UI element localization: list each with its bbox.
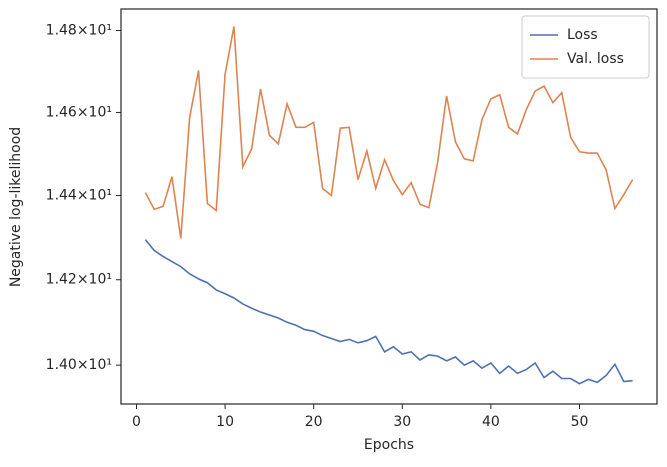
x-tick-label: 0 (132, 414, 141, 430)
line-series (144, 239, 633, 385)
y-axis-label: Negative log-likelihood (8, 127, 24, 287)
plot-frame (120, 8, 658, 405)
x-tick-label: 10 (216, 414, 234, 430)
y-tick-label: 1.44×10¹ (46, 188, 112, 204)
x-tick-label: 50 (571, 414, 589, 430)
y-tick-label: 1.40×10¹ (46, 357, 112, 373)
y-tick-label: 1.42×10¹ (46, 272, 112, 288)
y-tick-label: 1.46×10¹ (46, 104, 112, 120)
x-axis-label: Epochs (364, 437, 414, 453)
x-tick-label: 40 (482, 414, 500, 430)
legend-label: Val. loss (567, 51, 624, 67)
line-series (144, 26, 634, 239)
y-tick-label: 1.48×10¹ (46, 23, 112, 39)
legend-label: Loss (567, 27, 598, 43)
x-tick-label: 20 (305, 414, 323, 430)
x-tick-label: 30 (393, 414, 411, 430)
legend-box (521, 15, 650, 79)
